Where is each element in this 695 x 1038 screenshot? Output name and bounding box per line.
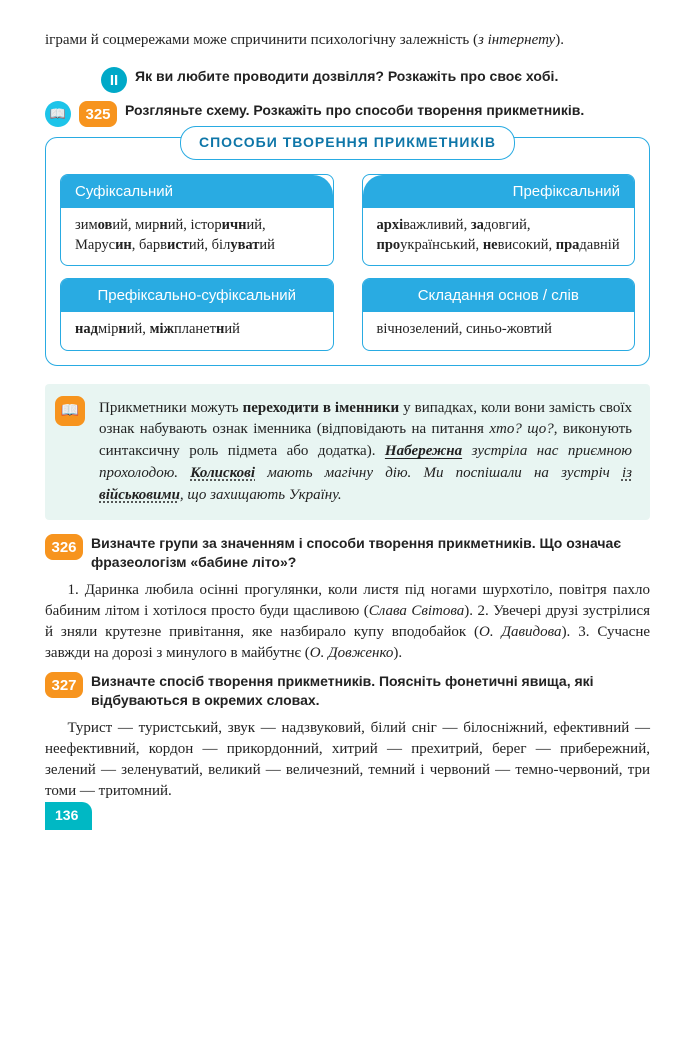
callout-text: Прикметники можуть переходити в іменники…: [99, 400, 632, 503]
task-num-327: 327: [45, 672, 83, 698]
schema-head: Складання основ / слів: [363, 279, 635, 312]
task-327-text: Визначте спосіб творення прикметників. П…: [91, 672, 650, 710]
schema-container: СПОСОБИ ТВОРЕННЯ ПРИКМЕТНИКІВ Суфіксальн…: [45, 137, 650, 366]
body-326: 1. Даринка любила осінні прогулянки, кол…: [45, 580, 650, 664]
intro-paragraph: іграми й соцмережами може спричинити пси…: [45, 30, 650, 51]
task-num-325: 325: [79, 101, 117, 127]
task-326-row: 326 Визначте групи за значенням і способ…: [45, 534, 650, 572]
schema-cell-suffixal: Суфіксальний зимовий, мирний, історичний…: [60, 174, 334, 266]
task-325-text: Розгляньте схему. Розкажіть про способи …: [125, 101, 650, 120]
task-II-text: Як ви любите проводити дозвілля? Розкажі…: [135, 67, 650, 86]
roman-badge-II: II: [101, 67, 127, 93]
schema-body: зимовий, мирний, історичний, Марусин, ба…: [61, 208, 333, 265]
schema-title: СПОСОБИ ТВОРЕННЯ ПРИКМЕТНИКІВ: [180, 126, 515, 160]
task-325-row: 📖 325 Розгляньте схему. Розкажіть про сп…: [45, 101, 650, 127]
schema-head: Префіксально-суфіксальний: [61, 279, 333, 312]
task-II-row: II Як ви любите проводити дозвілля? Розк…: [45, 67, 650, 93]
schema-head: Префіксальний: [363, 175, 635, 208]
task-num-326: 326: [45, 534, 83, 560]
task-327-row: 327 Визначте спосіб творення прикметникі…: [45, 672, 650, 710]
schema-body: надмірний, міжпланетний: [61, 312, 333, 350]
schema-cell-pref-suff: Префіксально-суфіксальний надмірний, між…: [60, 278, 334, 351]
schema-body: архіважливий, задовгий, проукраїнський, …: [363, 208, 635, 265]
book-icon: 📖: [55, 396, 85, 426]
schema-grid: Суфіксальний зимовий, мирний, історичний…: [60, 174, 635, 351]
schema-cell-compounding: Складання основ / слів вічнозелений, син…: [362, 278, 636, 351]
book-icon: 📖: [45, 101, 71, 127]
info-callout: 📖 Прикметники можуть переходити в іменни…: [45, 384, 650, 521]
schema-body: вічнозелений, синьо-жовтий: [363, 312, 635, 350]
task-326-text: Визначте групи за значенням і способи тв…: [91, 534, 650, 572]
intro-post: ).: [555, 32, 564, 48]
page-number: 136: [45, 802, 92, 830]
intro-pre: іграми й соцмережами може спричинити пси…: [45, 32, 478, 48]
schema-head: Суфіксальний: [61, 175, 333, 208]
body-327: Турист — туристський, звук — надзвуковий…: [45, 718, 650, 802]
intro-italic: з інтернету: [478, 32, 555, 48]
schema-cell-prefixal: Префіксальний архіважливий, задовгий, пр…: [362, 174, 636, 266]
